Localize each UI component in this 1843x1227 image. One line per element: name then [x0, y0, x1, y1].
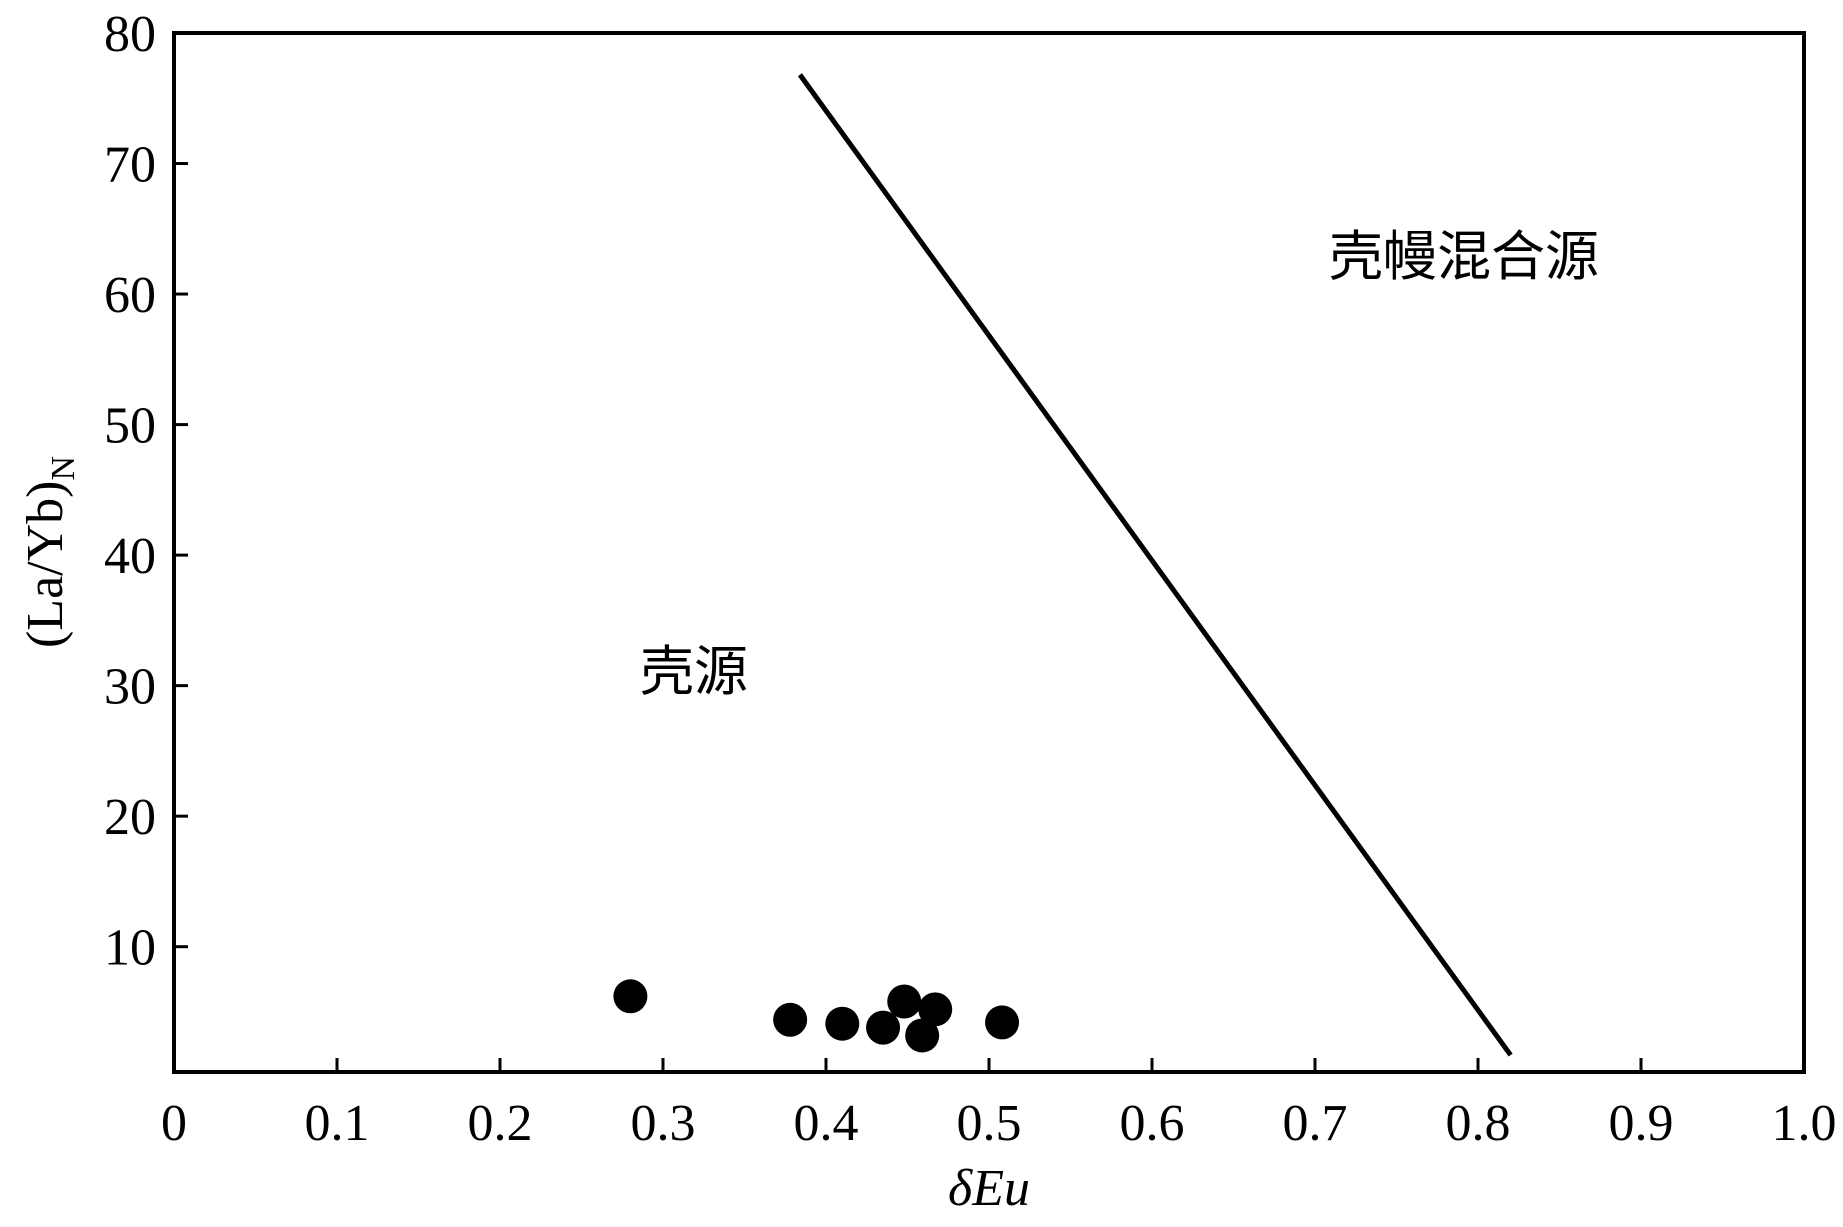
y-tick-label: 70 [104, 137, 156, 194]
region-label: 壳幔混合源 [1329, 225, 1599, 288]
data-point [825, 1006, 860, 1041]
x-tick-label: 0.8 [1446, 1095, 1511, 1152]
y-tick-label: 20 [104, 789, 156, 846]
y-tick-label: 10 [104, 920, 156, 977]
x-axis-title: δEu [948, 1160, 1030, 1217]
x-tick-label: 0.3 [631, 1095, 696, 1152]
x-tick-label: 0.7 [1283, 1095, 1348, 1152]
data-point [985, 1005, 1020, 1040]
x-tick-label: 1.0 [1772, 1095, 1837, 1152]
x-tick-label: 0.4 [794, 1095, 859, 1152]
y-axis-title-main: (La/Yb) [17, 481, 74, 648]
x-tick-label: 0.6 [1120, 1095, 1185, 1152]
x-tick-label: 0.2 [468, 1095, 533, 1152]
x-tick-label: 0.1 [305, 1095, 370, 1152]
data-point [887, 984, 922, 1019]
data-point [773, 1002, 808, 1037]
data-point [866, 1010, 901, 1045]
y-tick-label: 80 [104, 6, 156, 63]
boundary-line [797, 73, 1513, 1057]
data-point [905, 1018, 940, 1053]
y-tick-label: 30 [104, 659, 156, 716]
region-label: 壳源 [640, 640, 748, 703]
x-tick-label: 0.9 [1609, 1095, 1674, 1152]
data-point [918, 992, 953, 1027]
y-tick-label: 40 [104, 528, 156, 585]
plot-frame [172, 31, 1806, 1074]
x-tick-label: 0 [161, 1095, 187, 1152]
y-tick-label: 50 [104, 398, 156, 455]
y-axis-title-group: (La/Yb)N [17, 456, 82, 648]
y-axis-title: (La/Yb)N [17, 456, 82, 648]
y-axis-title-subscript: N [45, 456, 82, 481]
x-tick-label: 0.5 [957, 1095, 1022, 1152]
data-point [613, 979, 648, 1014]
y-tick-label: 60 [104, 267, 156, 324]
